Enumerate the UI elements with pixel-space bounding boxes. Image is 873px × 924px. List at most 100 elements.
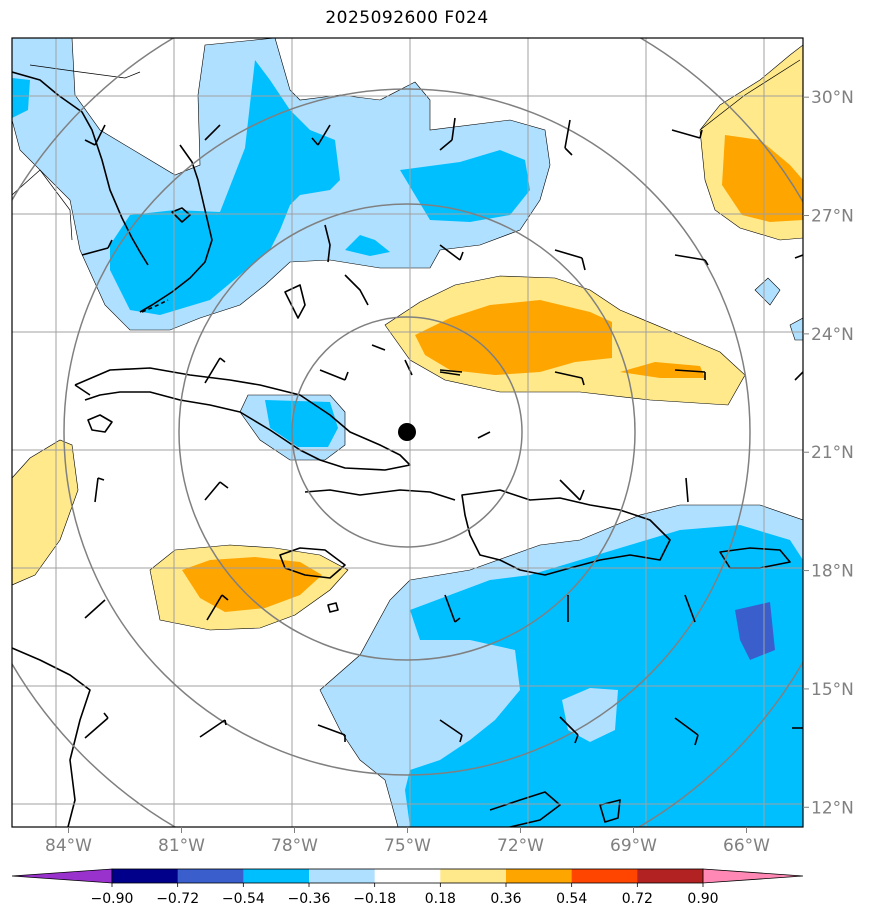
land-outlines bbox=[12, 59, 801, 241]
colorbar-tick-label: −0.18 bbox=[353, 891, 396, 907]
colorbar-tick-label: −0.72 bbox=[156, 891, 199, 907]
coast-florida-east bbox=[139, 144, 213, 313]
wind-barb bbox=[204, 124, 221, 141]
colorbar-segment bbox=[243, 869, 310, 883]
coast-bahamas-3 bbox=[344, 274, 369, 306]
coast-small-island bbox=[327, 602, 339, 613]
lat-tick-label: 18°N bbox=[811, 562, 854, 582]
coast-cuba-north bbox=[74, 384, 91, 396]
lon-tick-label: 69°W bbox=[610, 836, 657, 856]
lat-tick-label: 30°N bbox=[811, 88, 854, 108]
wind-barbs bbox=[81, 117, 803, 746]
colorbar-tick-label: −0.54 bbox=[222, 891, 265, 907]
colorbar-tick-label: 0.36 bbox=[490, 891, 521, 907]
orange-region-jamaica bbox=[182, 557, 322, 612]
lat-tick-label: 27°N bbox=[811, 207, 854, 227]
wind-barb bbox=[685, 477, 689, 503]
coast-florida-keys bbox=[141, 299, 169, 313]
wind-barb bbox=[684, 594, 696, 623]
wind-barb bbox=[439, 369, 463, 373]
colorbar-segment bbox=[112, 869, 179, 883]
coast-south-america bbox=[489, 791, 561, 827]
colorbar-segment bbox=[177, 869, 244, 883]
colorbar: −0.90 −0.72 −0.54 −0.36 −0.18 0.18 0.36 0.54 0.7… bbox=[11, 868, 804, 907]
wind-barb bbox=[554, 249, 586, 271]
colorbar-segment bbox=[309, 869, 376, 883]
anomaly-blue bbox=[12, 60, 803, 827]
orange-region-ne bbox=[722, 135, 803, 222]
lat-tick-label: 12°N bbox=[811, 798, 854, 818]
yellow-region-west bbox=[12, 439, 79, 586]
latitude-ticks: 30°N 27°N 24°N 21°N 18°N 15°N 12°N bbox=[803, 88, 854, 818]
blue-region-north bbox=[400, 150, 530, 222]
blue-region-florida-main bbox=[110, 60, 340, 315]
colorbar-extend-max bbox=[702, 868, 804, 884]
wind-barb bbox=[559, 479, 585, 501]
lon-tick-label: 75°W bbox=[384, 836, 431, 856]
coast-bahamas-5 bbox=[404, 359, 413, 376]
outline-georgia bbox=[12, 169, 73, 241]
coast-lake bbox=[171, 207, 191, 223]
colorbar-tick-label: 0.18 bbox=[425, 891, 456, 907]
wind-barb bbox=[319, 369, 349, 381]
wind-barb bbox=[81, 239, 113, 256]
outline-us-north bbox=[29, 64, 141, 79]
coast-bahamas-2 bbox=[324, 224, 331, 263]
blue-region-caribbean bbox=[405, 525, 803, 827]
colorbar-tick-label: 0.54 bbox=[556, 891, 587, 907]
wind-barb bbox=[674, 717, 699, 746]
wind-barb bbox=[439, 244, 464, 261]
wind-barb bbox=[204, 357, 226, 384]
lon-tick-label: 72°W bbox=[497, 836, 544, 856]
coast-south-america-2 bbox=[599, 799, 621, 823]
wind-barb bbox=[317, 724, 346, 742]
wind-barb bbox=[794, 254, 803, 259]
wind-barb bbox=[674, 369, 706, 380]
coast-bahamas-6 bbox=[439, 371, 461, 376]
wind-barb bbox=[439, 117, 456, 151]
coast-florida-west bbox=[12, 71, 149, 266]
wind-barb bbox=[671, 129, 703, 139]
wind-barb bbox=[84, 712, 109, 739]
wind-barb bbox=[199, 719, 227, 738]
range-rings bbox=[12, 38, 803, 827]
wind-barb bbox=[444, 594, 461, 623]
map-gridlines bbox=[12, 38, 803, 827]
colorbar-tick-label: −0.90 bbox=[91, 891, 134, 907]
coast-bahamas-7 bbox=[477, 431, 491, 439]
light-blue-region-east2 bbox=[789, 317, 803, 341]
lon-tick-label: 84°W bbox=[45, 836, 92, 856]
colorbar-tick-label: 0.90 bbox=[687, 891, 718, 907]
blue-region-mid bbox=[345, 235, 390, 256]
coast-central-america bbox=[12, 647, 91, 827]
lon-tick-label: 81°W bbox=[158, 836, 205, 856]
colorbar-segment bbox=[571, 869, 638, 883]
coastlines bbox=[12, 71, 791, 827]
lat-tick-label: 21°N bbox=[811, 443, 854, 463]
longitude-ticks: 84°W 81°W 78°W 75°W 72°W 69°W 66°W bbox=[45, 827, 770, 856]
wind-barb bbox=[559, 716, 579, 744]
colorbar-tick-label: −0.36 bbox=[288, 891, 331, 907]
lat-tick-label: 15°N bbox=[811, 680, 854, 700]
coast-bahamas-4 bbox=[371, 344, 386, 351]
royal-blue-region bbox=[735, 602, 775, 660]
colorbar-extend-min bbox=[11, 868, 113, 884]
orange-region-atlantic bbox=[415, 300, 612, 375]
wind-barb bbox=[564, 119, 573, 156]
coast-isle-of-youth bbox=[87, 414, 113, 433]
light-blue-inset bbox=[562, 688, 618, 742]
wind-barb bbox=[84, 599, 106, 619]
lat-tick-label: 24°N bbox=[811, 325, 854, 345]
coast-jamaica bbox=[279, 547, 346, 579]
wind-barb bbox=[204, 481, 229, 501]
wind-barb bbox=[439, 719, 463, 743]
wind-barb bbox=[674, 254, 709, 266]
anomaly-orange bbox=[182, 135, 803, 612]
range-ring-6deg bbox=[178, 203, 636, 661]
map-plot-area bbox=[12, 38, 803, 827]
coast-hispaniola bbox=[461, 489, 671, 576]
storm-center-marker bbox=[398, 423, 416, 441]
colorbar-tick-label: 0.72 bbox=[622, 891, 653, 907]
outline-atlantic-ne bbox=[699, 59, 801, 131]
